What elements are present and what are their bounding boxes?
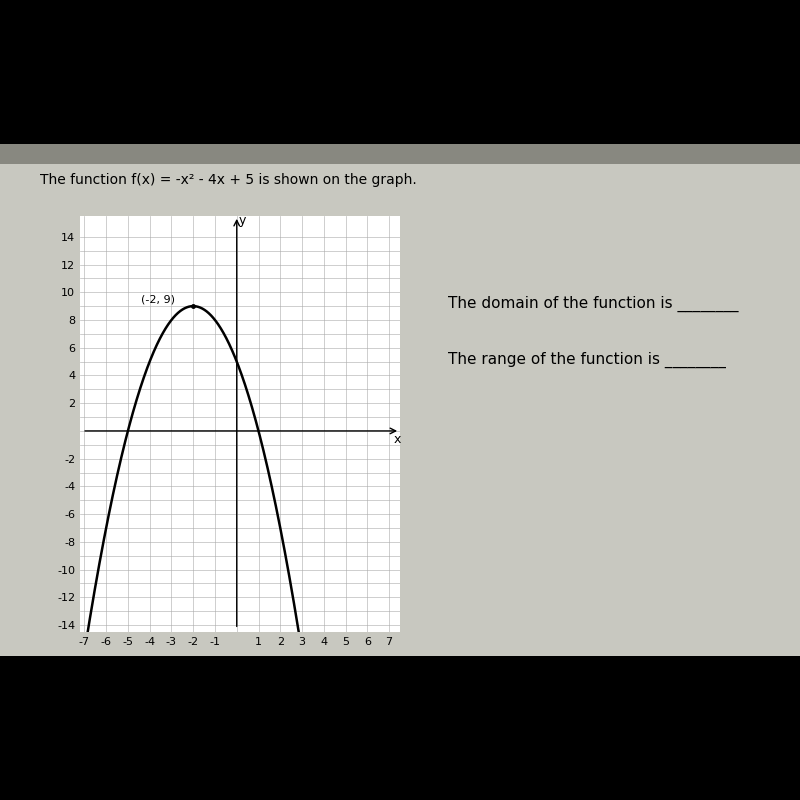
Text: The range of the function is ________: The range of the function is ________ [448, 352, 726, 368]
Text: (-2, 9): (-2, 9) [142, 294, 175, 305]
Text: The domain of the function is ________: The domain of the function is ________ [448, 296, 738, 312]
Text: The function f(x) = -x² - 4x + 5 is shown on the graph.: The function f(x) = -x² - 4x + 5 is show… [40, 173, 417, 187]
Text: y: y [238, 214, 246, 226]
Text: x: x [394, 433, 402, 446]
